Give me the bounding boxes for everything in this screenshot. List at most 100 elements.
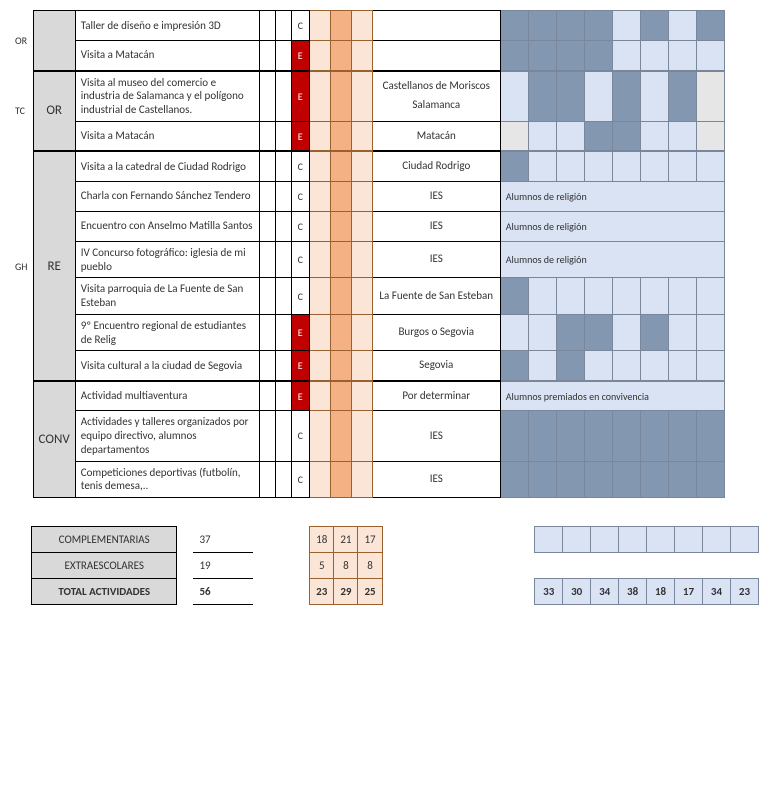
location-cell: IES: [372, 241, 500, 278]
outer-label: TC: [10, 71, 33, 152]
matrix-cell: [500, 11, 528, 41]
summary-period: 8: [358, 553, 382, 579]
matrix-cell: [668, 41, 696, 71]
summary-matrix: 30: [563, 579, 591, 605]
activity-description: Encuentro con Anselmo Matilla Santos: [75, 211, 259, 241]
group-label: OR: [33, 71, 75, 152]
narrow-cell: [259, 278, 275, 315]
period-cell: [330, 151, 351, 181]
matrix-cell: [500, 41, 528, 71]
matrix-cell: [584, 411, 612, 461]
matrix-cell: [612, 461, 640, 498]
narrow-cell: [259, 211, 275, 241]
type-cell: C: [291, 461, 309, 498]
matrix-cell: [556, 71, 584, 122]
period-cell: [309, 461, 330, 498]
matrix-cell: [584, 41, 612, 71]
period-cell: [330, 278, 351, 315]
type-cell: C: [291, 411, 309, 461]
summary-label: EXTRAESCOLARES: [32, 553, 177, 579]
type-cell: C: [291, 211, 309, 241]
narrow-cell: [275, 181, 291, 211]
outer-label: [10, 381, 33, 498]
matrix-cell: [528, 314, 556, 351]
activities-table: ORTaller de diseño e impresión 3DCVisita…: [10, 10, 725, 498]
matrix-cell: [556, 121, 584, 151]
summary-matrix: [730, 527, 758, 553]
outer-label: GH: [10, 151, 33, 381]
matrix-cell: [696, 41, 724, 71]
group-note: Alumnos premiados en convivencia: [500, 381, 724, 411]
matrix-cell: [556, 151, 584, 181]
matrix-cell: [612, 351, 640, 381]
matrix-cell: [640, 314, 668, 351]
matrix-cell: [640, 151, 668, 181]
matrix-cell: [556, 314, 584, 351]
location-cell: IES: [372, 211, 500, 241]
narrow-cell: [275, 241, 291, 278]
location-cell: [372, 11, 500, 41]
period-cell: [309, 41, 330, 71]
matrix-cell: [500, 278, 528, 315]
period-cell: [351, 151, 372, 181]
location-cell: Segovia: [372, 351, 500, 381]
matrix-cell: [556, 461, 584, 498]
matrix-cell: [612, 411, 640, 461]
matrix-cell: [696, 314, 724, 351]
type-cell: E: [291, 381, 309, 411]
type-cell: E: [291, 41, 309, 71]
matrix-cell: [640, 461, 668, 498]
matrix-cell: [696, 11, 724, 41]
matrix-cell: [528, 41, 556, 71]
narrow-cell: [259, 121, 275, 151]
narrow-cell: [259, 351, 275, 381]
type-cell: C: [291, 11, 309, 41]
matrix-cell: [584, 121, 612, 151]
period-cell: [351, 41, 372, 71]
summary-period: 29: [334, 579, 358, 605]
group-label: RE: [33, 151, 75, 381]
matrix-cell: [640, 351, 668, 381]
narrow-cell: [275, 314, 291, 351]
period-cell: [309, 211, 330, 241]
type-cell: C: [291, 151, 309, 181]
matrix-cell: [668, 461, 696, 498]
matrix-cell: [528, 71, 556, 122]
matrix-cell: [528, 278, 556, 315]
period-cell: [309, 11, 330, 41]
type-cell: E: [291, 314, 309, 351]
period-cell: [351, 181, 372, 211]
matrix-cell: [696, 151, 724, 181]
narrow-cell: [275, 381, 291, 411]
matrix-cell: [556, 11, 584, 41]
narrow-cell: [275, 151, 291, 181]
period-cell: [330, 71, 351, 122]
type-cell: C: [291, 278, 309, 315]
matrix-cell: [528, 121, 556, 151]
summary-matrix: 34: [702, 579, 730, 605]
group-note: Alumnos de religión: [500, 241, 724, 278]
matrix-cell: [696, 121, 724, 151]
narrow-cell: [259, 181, 275, 211]
period-cell: [330, 461, 351, 498]
type-cell: E: [291, 71, 309, 122]
period-cell: [330, 314, 351, 351]
activity-description: 9º Encuentro regional de estudiantes de …: [75, 314, 259, 351]
summary-matrix: [535, 527, 563, 553]
matrix-cell: [696, 351, 724, 381]
matrix-cell: [556, 351, 584, 381]
type-cell: E: [291, 121, 309, 151]
activity-description: Competiciones deportivas (futbolín, teni…: [75, 461, 259, 498]
group-label: [33, 11, 75, 71]
matrix-cell: [500, 314, 528, 351]
summary-matrix: 23: [730, 579, 758, 605]
period-cell: [330, 211, 351, 241]
type-cell: E: [291, 351, 309, 381]
narrow-cell: [259, 381, 275, 411]
period-cell: [351, 351, 372, 381]
period-cell: [330, 181, 351, 211]
activity-description: Visita a Matacán: [75, 41, 259, 71]
matrix-cell: [584, 461, 612, 498]
matrix-cell: [668, 351, 696, 381]
narrow-cell: [275, 278, 291, 315]
